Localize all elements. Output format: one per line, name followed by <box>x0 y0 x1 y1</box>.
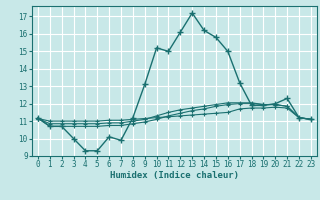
X-axis label: Humidex (Indice chaleur): Humidex (Indice chaleur) <box>110 171 239 180</box>
